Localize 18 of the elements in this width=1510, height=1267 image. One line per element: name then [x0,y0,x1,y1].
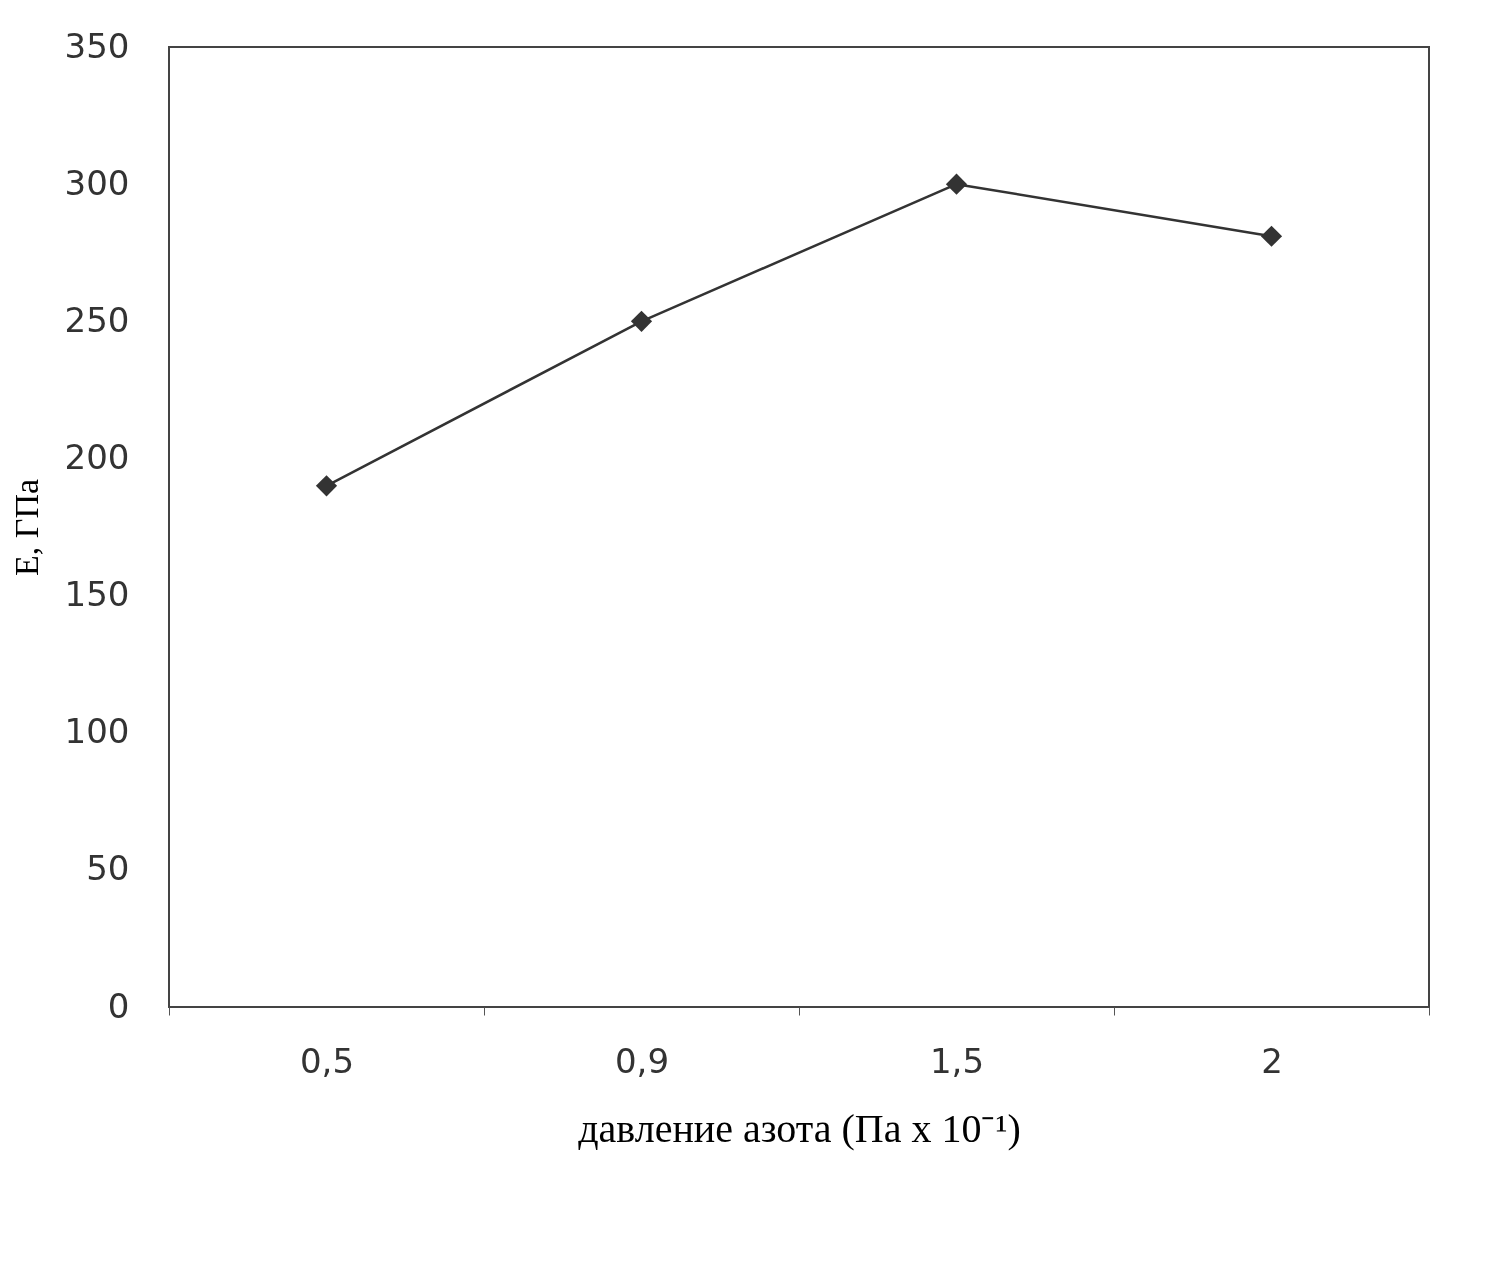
y-tick-label: 350 [64,25,130,66]
y-tick-label: 250 [64,299,130,340]
y-tick-label: 50 [86,848,130,889]
point [315,475,338,497]
y-tick-label: 300 [64,162,130,203]
point [1260,225,1283,247]
x-tick-label: 0,5 [299,1040,355,1081]
y-tick-label: 150 [64,574,130,615]
x-tick-label: 2 [1261,1040,1283,1081]
x-tick-label: 1,5 [929,1040,985,1081]
x-tick-label: 0,9 [614,1040,670,1081]
y-tick-label: 100 [64,711,130,752]
x-axis-title: давление азота (Па x 10⁻¹) [578,1105,1021,1151]
point [945,173,968,195]
y-tick-label: 200 [64,436,130,477]
y-axis-title: E, ГПа [7,478,45,577]
y-tick-label: 0 [107,985,130,1026]
point [630,310,653,332]
